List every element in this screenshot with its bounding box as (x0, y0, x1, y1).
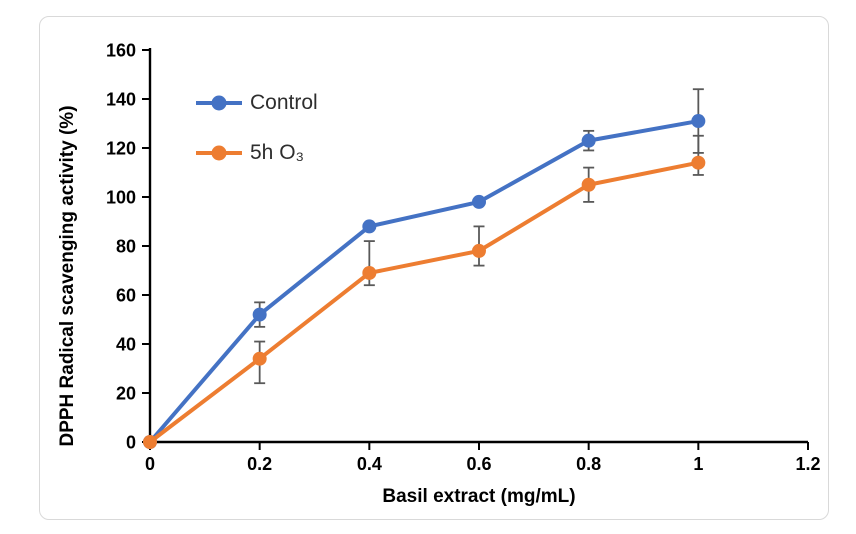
legend-item-control: Control (196, 86, 318, 119)
data-point-0 (691, 114, 706, 129)
data-point-0 (362, 219, 377, 234)
chart-frame (39, 16, 829, 520)
y-tick-label: 0 (126, 433, 136, 453)
data-point-1 (252, 351, 267, 366)
data-point-0 (472, 194, 486, 209)
x-tick-label: 0.4 (357, 454, 382, 474)
data-point-1 (472, 243, 486, 258)
y-axis-title: DPPH Radical scavenging activity (%) (57, 105, 78, 447)
o3-dot-swatch (211, 145, 227, 160)
data-point-1 (581, 177, 596, 192)
data-point-0 (581, 133, 596, 148)
x-tick-label: 0 (145, 454, 155, 474)
y-tick-label: 140 (106, 90, 136, 110)
x-tick-label: 1.2 (795, 454, 820, 474)
x-axis-title: Basil extract (mg/mL) (382, 486, 576, 507)
y-tick-label: 20 (116, 384, 136, 404)
data-point-1 (362, 265, 377, 280)
x-tick-label: 1 (693, 454, 703, 474)
data-point-0 (252, 307, 267, 322)
control-series-marker-icon (196, 95, 242, 110)
y-tick-label: 160 (106, 41, 136, 61)
data-point-1 (143, 435, 157, 449)
o3-series-marker-icon (196, 145, 242, 160)
x-tick-label: 0.8 (576, 454, 601, 474)
control-dot-swatch (211, 95, 227, 110)
x-tick-label: 0.2 (247, 454, 272, 474)
y-tick-label: 100 (106, 188, 136, 208)
legend-label-control: Control (250, 91, 318, 114)
legend-label-5h-o3: 5h O₃ (250, 141, 305, 164)
legend: Control 5h O₃ (196, 86, 318, 169)
y-tick-label: 60 (116, 286, 136, 306)
legend-item-5h-o3: 5h O₃ (196, 136, 318, 169)
series-line-1 (148, 160, 701, 444)
series-line-0 (148, 119, 701, 444)
y-tick-label: 120 (106, 139, 136, 159)
y-tick-label: 80 (116, 237, 136, 257)
y-tick-label: 40 (116, 335, 136, 355)
x-tick-label: 0.6 (466, 454, 491, 474)
data-point-1 (691, 155, 706, 170)
